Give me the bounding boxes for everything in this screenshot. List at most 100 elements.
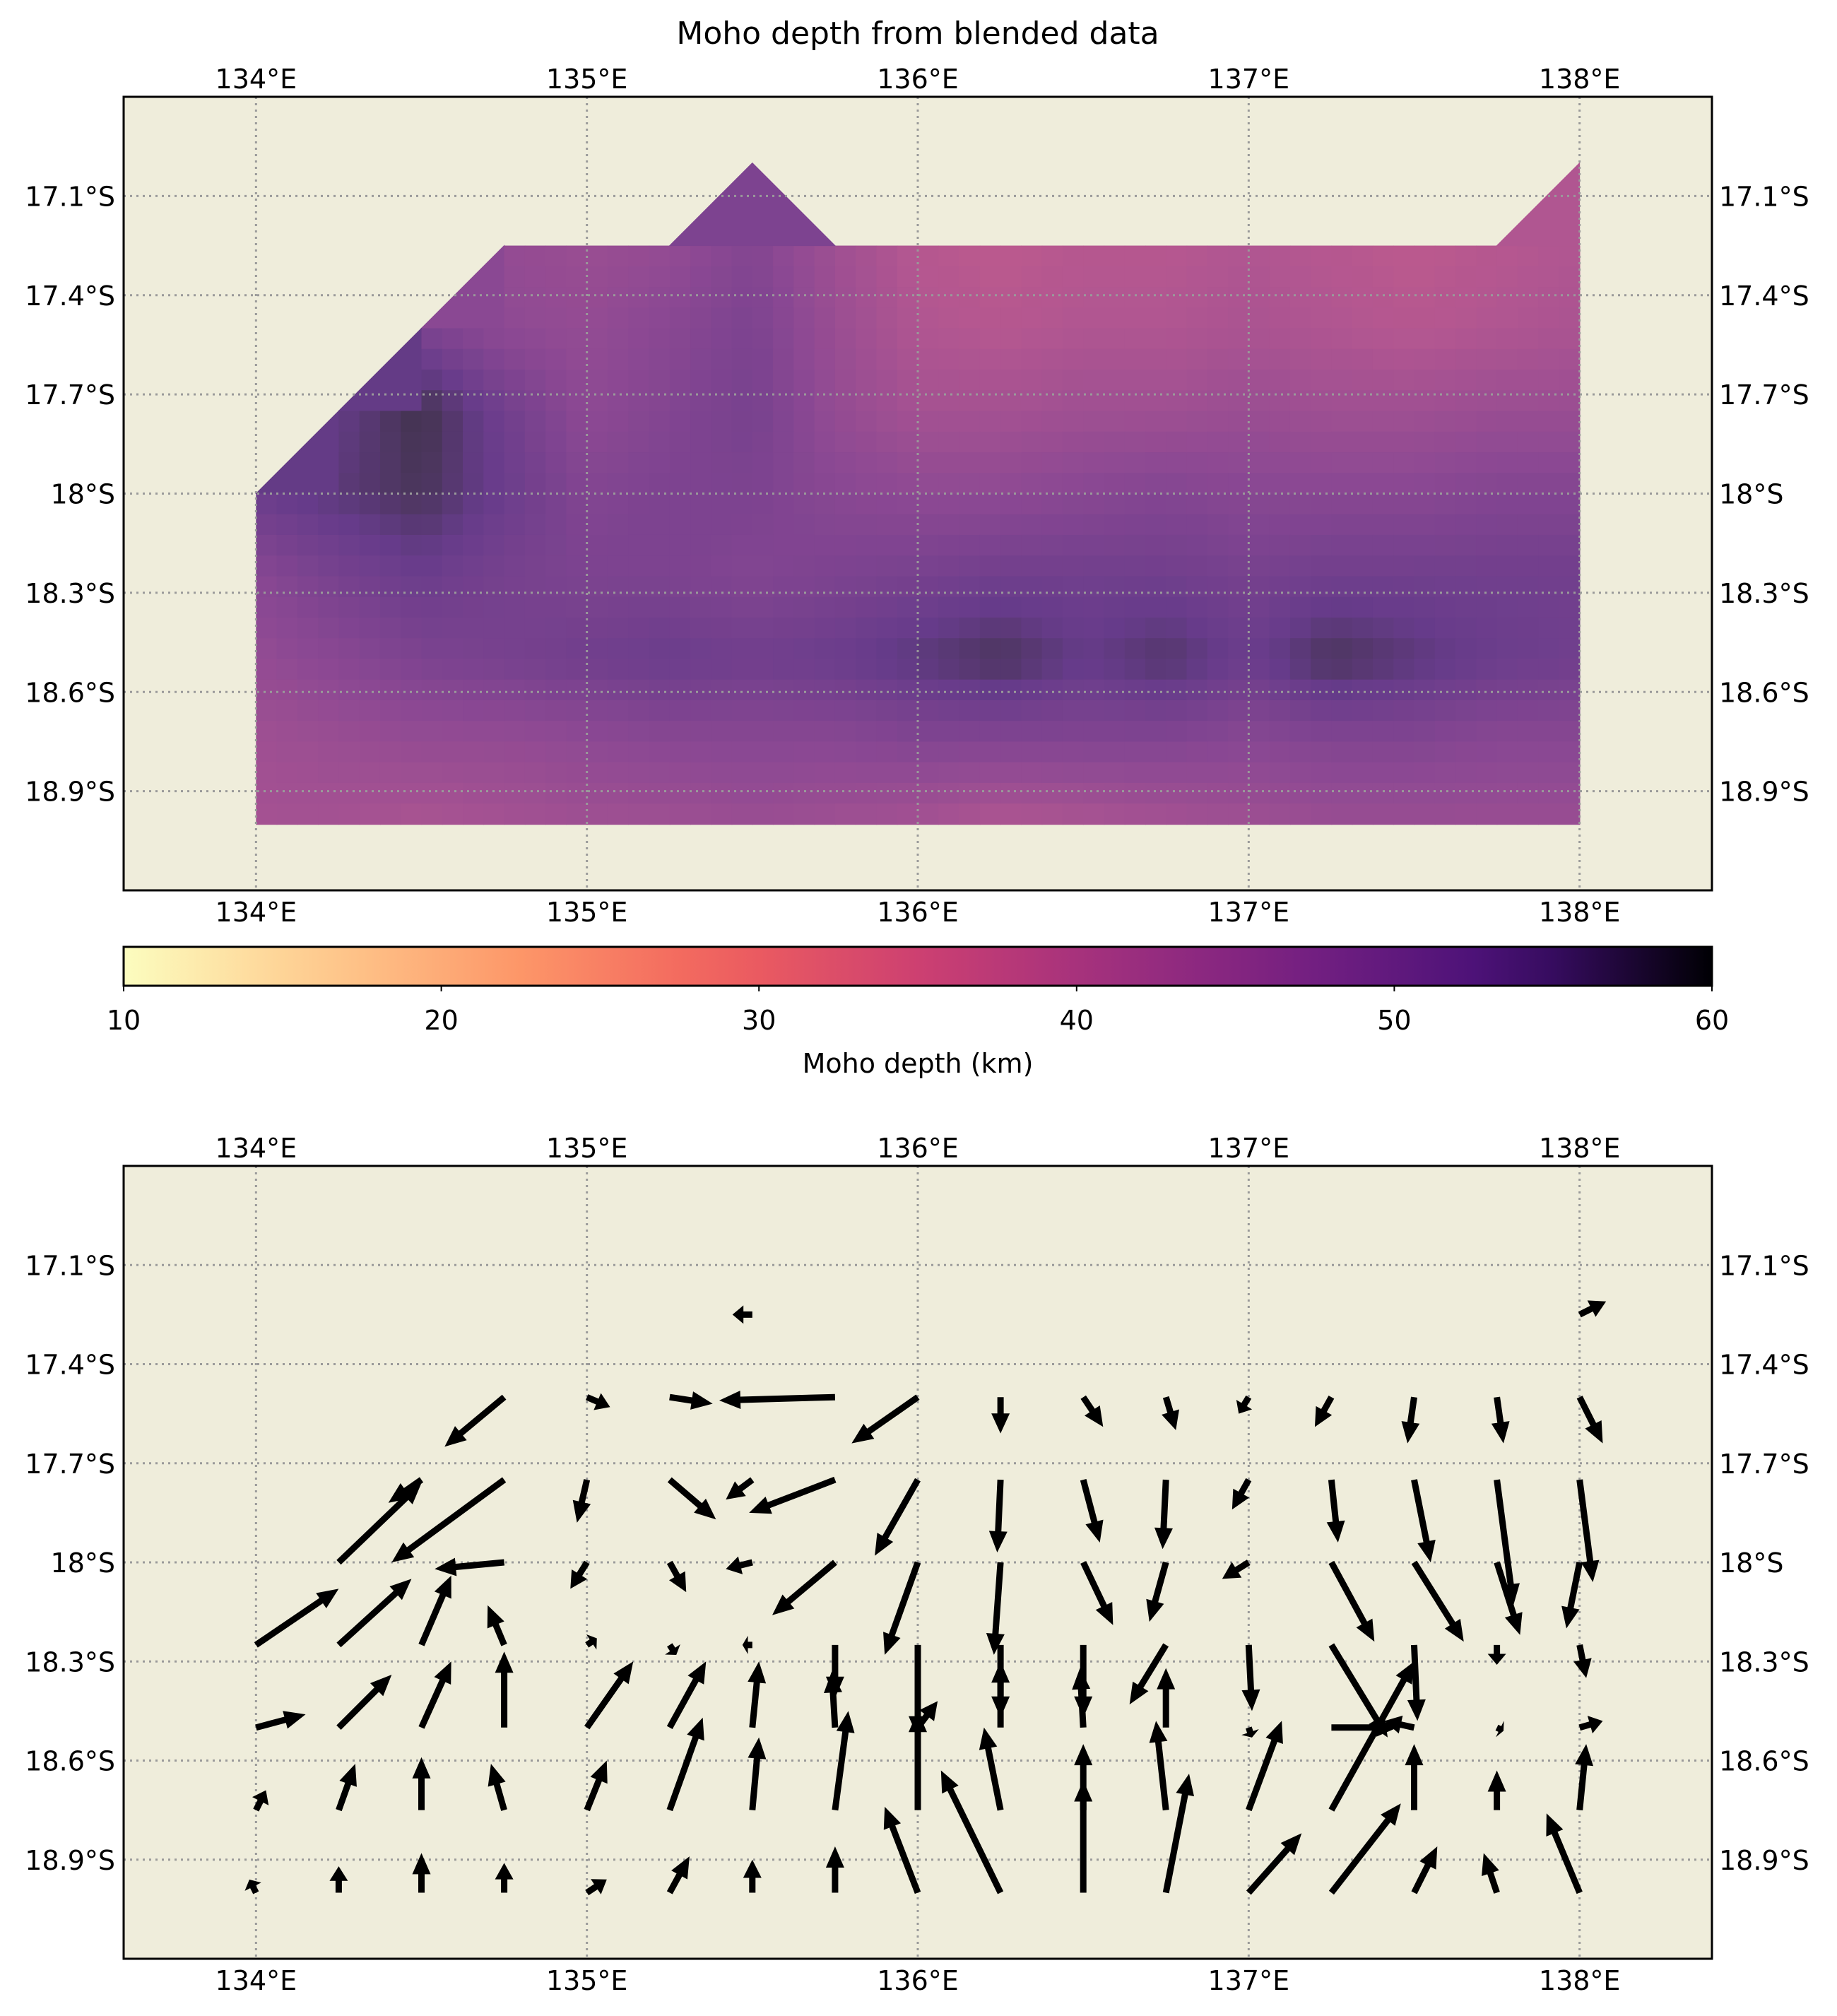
depth-cell: [731, 576, 753, 598]
depth-cell: [1186, 576, 1208, 598]
depth-cell: [463, 370, 485, 391]
depth-cell: [1166, 370, 1188, 391]
depth-cell: [834, 803, 856, 825]
vector-arrow: [1578, 1716, 1603, 1734]
depth-cell: [359, 493, 381, 515]
depth-cell: [1476, 679, 1498, 701]
depth-cell: [1289, 287, 1311, 309]
vector-arrow: [570, 1560, 590, 1589]
depth-cell: [876, 287, 898, 309]
depth-cell: [1021, 659, 1043, 680]
vector-arrow: [669, 1391, 713, 1410]
depth-cell: [1186, 534, 1208, 557]
depth-cell: [938, 473, 960, 495]
depth-cell: [793, 700, 815, 721]
depth-cell: [814, 266, 836, 288]
depth-cell: [1496, 245, 1518, 267]
depth-cell: [793, 514, 815, 536]
depth-cell: [1021, 679, 1043, 701]
depth-cell: [586, 741, 608, 763]
depth-cell: [793, 307, 815, 329]
depth-cell: [834, 493, 856, 515]
depth-cell: [1083, 534, 1105, 557]
depth-cell: [918, 782, 940, 804]
depth-cell: [1538, 700, 1560, 721]
depth-cell: [586, 287, 608, 309]
depth-cell: [297, 659, 319, 680]
depth-cell: [1434, 266, 1456, 288]
depth-cell: [752, 782, 774, 804]
depth-cell: [628, 659, 650, 680]
depth-cell: [1517, 617, 1539, 639]
depth-cell: [959, 411, 981, 432]
depth-cell: [649, 782, 671, 804]
depth-cell: [897, 617, 918, 639]
depth-cell: [752, 370, 774, 391]
x-tick-label-bottom: 138°E: [1539, 897, 1621, 928]
depth-cell: [1062, 493, 1084, 515]
depth-cell: [338, 721, 360, 743]
depth-cell: [1124, 576, 1146, 598]
depth-cell: [1041, 803, 1063, 825]
depth-cell: [1311, 782, 1333, 804]
depth-cell: [814, 493, 836, 515]
vector-arrow: [825, 1846, 844, 1893]
depth-cell: [1538, 307, 1560, 329]
depth-cell: [793, 287, 815, 309]
depth-cell: [731, 762, 753, 784]
depth-cell: [1496, 390, 1518, 412]
depth-surface: [255, 162, 1581, 825]
depth-cell: [1311, 555, 1333, 577]
depth-cell: [379, 741, 402, 763]
depth-cell: [338, 493, 360, 515]
vector-arrow: [336, 1674, 392, 1730]
depth-cell: [711, 534, 733, 557]
depth-cell: [856, 473, 878, 495]
depth-cell: [773, 328, 795, 350]
depth-cell: [690, 452, 712, 474]
depth-cell: [669, 411, 691, 432]
depth-cell: [793, 328, 815, 350]
depth-cell: [1062, 700, 1084, 721]
depth-cell: [959, 679, 981, 701]
depth-cell: [1517, 452, 1539, 474]
depth-cell: [1207, 721, 1229, 743]
depth-cell: [1041, 328, 1063, 350]
depth-cell: [938, 287, 960, 309]
depth-cell: [1496, 555, 1518, 577]
depth-cell: [1269, 762, 1291, 784]
depth-cell: [897, 679, 918, 701]
depth-cell: [607, 473, 630, 495]
depth-cell: [876, 534, 898, 557]
depth-cell: [442, 390, 463, 412]
depth-cell: [1455, 431, 1477, 453]
depth-cell: [1083, 721, 1105, 743]
depth-cell: [1352, 348, 1374, 370]
depth-cell: [876, 266, 898, 288]
depth-cell: [524, 782, 546, 804]
depth-cell: [834, 307, 856, 329]
depth-cell: [1228, 596, 1250, 618]
depth-cell: [876, 452, 898, 474]
depth-cell: [876, 638, 898, 660]
depth-cell: [897, 348, 918, 370]
depth-cell: [814, 596, 836, 618]
depth-cell: [897, 534, 918, 557]
depth-cell: [1186, 803, 1208, 825]
depth-cell: [669, 514, 691, 536]
depth-cell: [1269, 245, 1291, 267]
vector-arrow: [742, 1635, 752, 1654]
depth-cell: [1311, 473, 1333, 495]
depth-cell: [545, 700, 567, 721]
depth-cell: [421, 700, 443, 721]
depth-cell: [856, 287, 878, 309]
depth-cell: [256, 617, 278, 639]
depth-cell: [669, 307, 691, 329]
depth-cell: [256, 596, 278, 618]
y-tick-label-left: 17.1°S: [25, 1250, 115, 1281]
depth-cell: [607, 287, 630, 309]
depth-cell: [1228, 659, 1250, 680]
depth-cell: [463, 431, 485, 453]
colorbar-tick-label: 60: [1695, 1005, 1729, 1036]
depth-cell: [938, 700, 960, 721]
